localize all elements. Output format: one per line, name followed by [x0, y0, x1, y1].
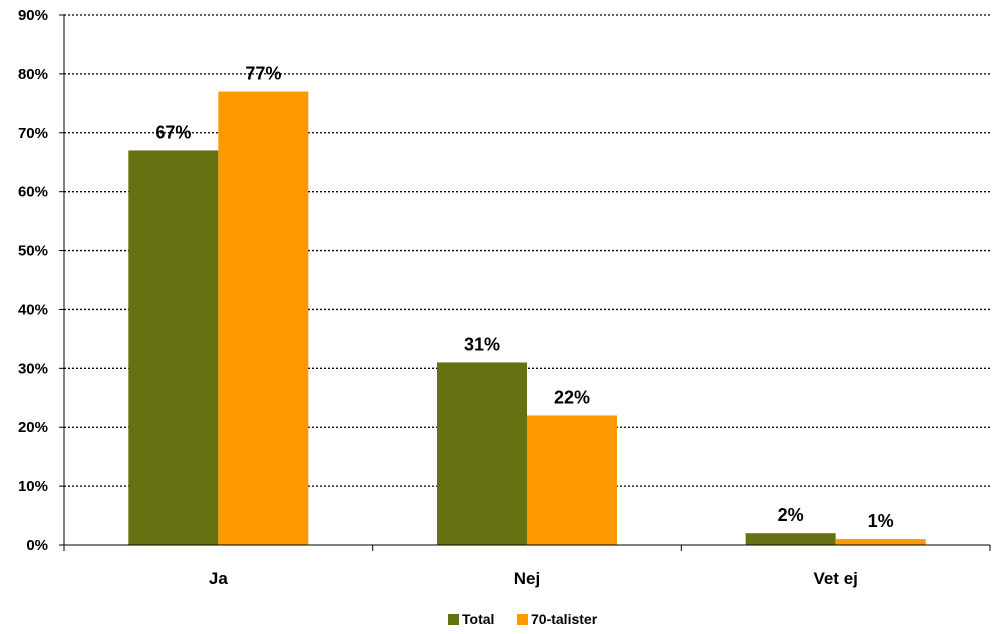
y-tick-label: 40%	[18, 301, 48, 318]
bars	[128, 91, 926, 546]
y-tick-label: 50%	[18, 243, 48, 260]
x-category-label: Ja	[209, 569, 228, 588]
data-label: 1%	[868, 511, 894, 531]
data-label: 77%	[245, 64, 281, 84]
y-tick-label: 70%	[18, 125, 48, 142]
x-axis-labels: Ja Nej Vet ej	[209, 569, 858, 588]
x-category-label: Vet ej	[813, 569, 857, 588]
bar-70-talister-nej	[527, 415, 617, 545]
y-tick-label: 10%	[18, 478, 48, 495]
y-tick-label: 20%	[18, 419, 48, 436]
legend-swatch	[448, 614, 459, 625]
y-tick-label: 60%	[18, 184, 48, 201]
legend-label: 70-talister	[531, 611, 598, 627]
legend: Total 70-talister	[448, 611, 598, 627]
data-label: 22%	[554, 387, 590, 407]
data-labels: 67% 77% 31% 22% 2% 1%	[155, 64, 893, 532]
bar-total-nej	[437, 362, 527, 545]
x-category-label: Nej	[514, 569, 540, 588]
bar-total-ja	[128, 150, 219, 545]
bar-70-talister-vet-ej	[835, 539, 926, 545]
y-axis-ticks: 0% 10% 20% 30% 40% 50% 60% 70% 80% 90%	[18, 7, 64, 554]
legend-swatch	[517, 614, 528, 625]
data-label: 31%	[464, 334, 500, 354]
legend-label: Total	[462, 611, 494, 627]
y-tick-label: 80%	[18, 66, 48, 83]
data-label: 2%	[778, 505, 804, 525]
y-tick-label: 90%	[18, 7, 48, 24]
bar-70-talister-ja	[218, 91, 309, 546]
bar-total-vet-ej	[745, 533, 836, 545]
y-tick-label: 30%	[18, 360, 48, 377]
axes	[63, 15, 991, 551]
data-label: 67%	[155, 122, 191, 142]
y-tick-label: 0%	[26, 537, 48, 554]
